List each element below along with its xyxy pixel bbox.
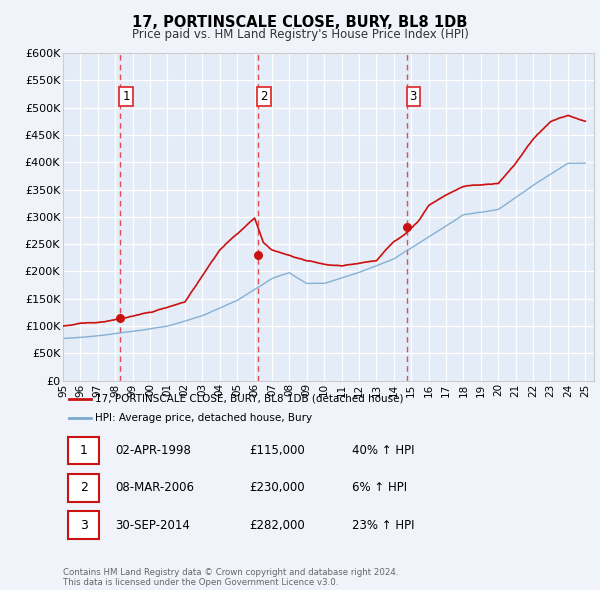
Text: 30-SEP-2014: 30-SEP-2014 (115, 519, 190, 532)
Text: 6% ↑ HPI: 6% ↑ HPI (352, 481, 407, 494)
Text: £230,000: £230,000 (249, 481, 304, 494)
Text: 2: 2 (80, 481, 88, 494)
Text: Contains HM Land Registry data © Crown copyright and database right 2024.
This d: Contains HM Land Registry data © Crown c… (63, 568, 398, 587)
Text: Price paid vs. HM Land Registry's House Price Index (HPI): Price paid vs. HM Land Registry's House … (131, 28, 469, 41)
Text: £282,000: £282,000 (249, 519, 305, 532)
Text: HPI: Average price, detached house, Bury: HPI: Average price, detached house, Bury (95, 413, 313, 422)
Text: 1: 1 (80, 444, 88, 457)
Text: 1: 1 (122, 90, 130, 103)
Text: 3: 3 (409, 90, 417, 103)
FancyBboxPatch shape (68, 437, 99, 464)
Text: 17, PORTINSCALE CLOSE, BURY, BL8 1DB (detached house): 17, PORTINSCALE CLOSE, BURY, BL8 1DB (de… (95, 394, 404, 404)
Text: 40% ↑ HPI: 40% ↑ HPI (352, 444, 415, 457)
FancyBboxPatch shape (68, 512, 99, 539)
Text: 23% ↑ HPI: 23% ↑ HPI (352, 519, 415, 532)
Text: 2: 2 (260, 90, 268, 103)
FancyBboxPatch shape (68, 474, 99, 502)
Text: 17, PORTINSCALE CLOSE, BURY, BL8 1DB: 17, PORTINSCALE CLOSE, BURY, BL8 1DB (133, 15, 467, 30)
Text: 3: 3 (80, 519, 88, 532)
Text: 08-MAR-2006: 08-MAR-2006 (115, 481, 194, 494)
Text: 02-APR-1998: 02-APR-1998 (115, 444, 191, 457)
Text: £115,000: £115,000 (249, 444, 305, 457)
